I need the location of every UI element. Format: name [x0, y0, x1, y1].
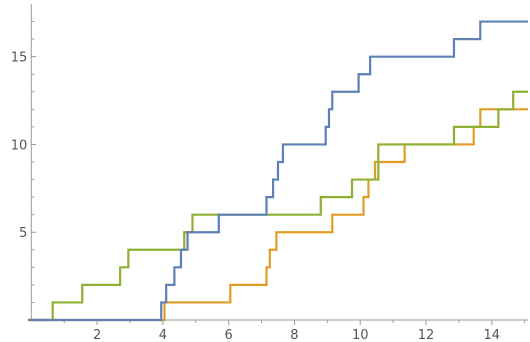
x-tick-label: 8	[290, 328, 298, 342]
y-tick-label: 5	[19, 226, 27, 241]
x-tick-label: 14	[484, 328, 501, 342]
y-tick-label: 10	[11, 138, 28, 153]
x-tick-label: 4	[159, 328, 167, 342]
series-layer	[28, 20, 528, 322]
x-tick-label: 10	[352, 328, 369, 342]
series-line-1	[28, 108, 528, 322]
x-tick-label: 6	[225, 328, 233, 342]
ticks: 2 4 6 8 10 12 14 5 10 15	[11, 21, 526, 342]
series-line-0	[28, 20, 528, 322]
x-tick-label: 12	[418, 328, 435, 342]
series-line-2	[28, 90, 528, 322]
x-tick-label: 2	[93, 328, 101, 342]
y-tick-label: 15	[11, 51, 28, 66]
